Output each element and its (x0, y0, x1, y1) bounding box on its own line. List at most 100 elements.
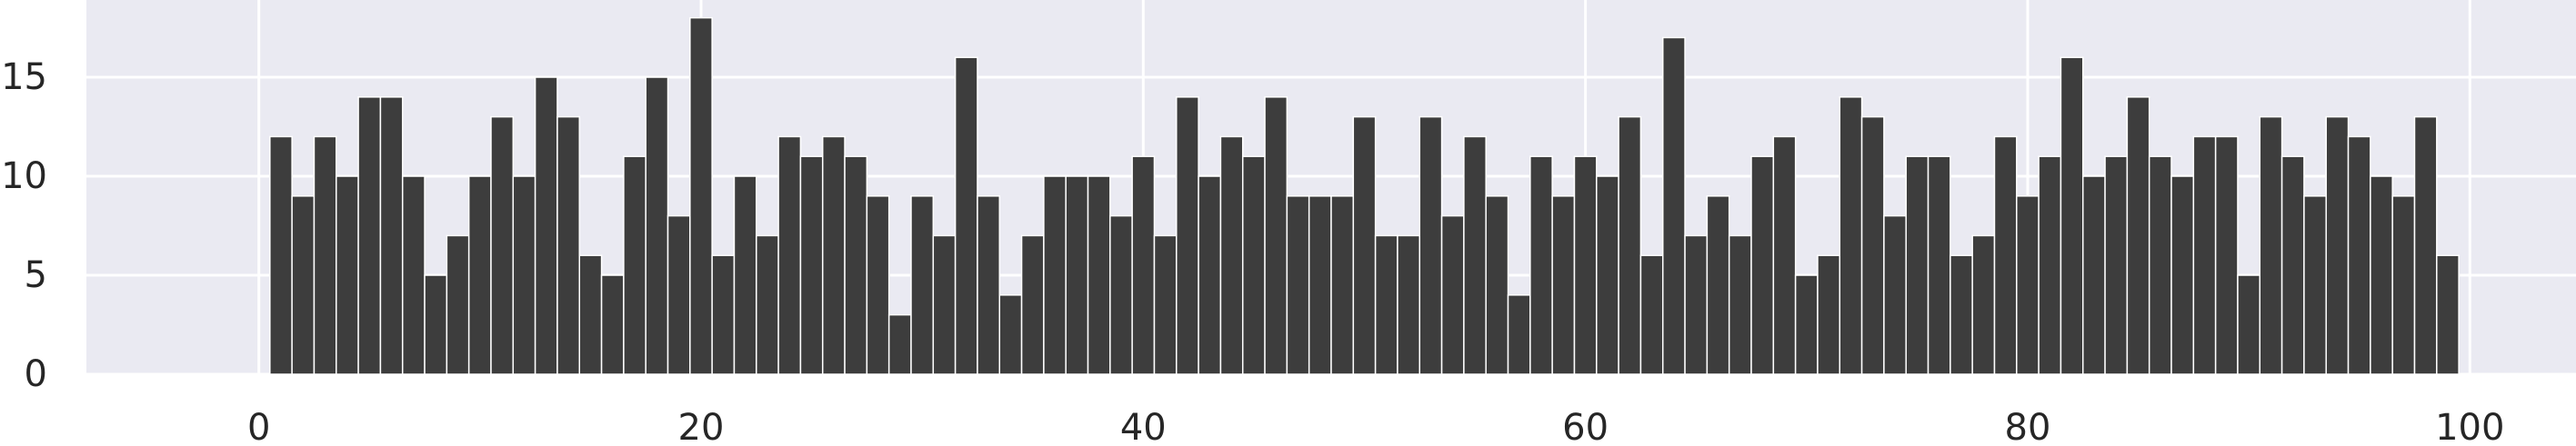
histogram-bar (1950, 254, 1973, 375)
histogram-bar (667, 214, 691, 375)
histogram-bar (1728, 234, 1752, 375)
histogram-bar (556, 115, 581, 375)
histogram-bar (578, 254, 603, 375)
histogram-bar (1020, 234, 1045, 375)
histogram-bar (313, 135, 337, 375)
histogram-bar (1618, 115, 1642, 375)
histogram-bar (1109, 214, 1133, 375)
histogram-bar (1374, 234, 1398, 375)
histogram-bar (799, 155, 824, 375)
histogram-bar (1883, 214, 1907, 375)
histogram-bar (1706, 195, 1730, 375)
x-tick-label: 0 (247, 407, 270, 446)
histogram-bar (645, 76, 669, 375)
histogram-bar (1352, 115, 1377, 375)
histogram-bar (1684, 234, 1709, 375)
histogram-bar (1507, 294, 1531, 375)
histogram-bar (711, 254, 736, 375)
histogram-bar (2413, 115, 2438, 375)
histogram-bar (932, 234, 957, 375)
histogram-bar (291, 195, 316, 375)
histogram-bar (2370, 175, 2393, 375)
histogram-bar (1551, 195, 1576, 375)
histogram-bar (1153, 234, 1178, 375)
histogram-bar (887, 313, 912, 375)
histogram-bar (490, 115, 515, 375)
histogram-bar (1596, 175, 1619, 375)
histogram-bar (910, 195, 935, 375)
histogram-bar (2060, 56, 2084, 375)
histogram-bar (2391, 195, 2416, 375)
histogram-bar (1440, 214, 1465, 375)
histogram-bar (600, 274, 625, 375)
histogram-bar (1860, 115, 1885, 375)
histogram-bar (1286, 195, 1310, 375)
histogram-bar (977, 195, 1001, 375)
histogram-bar (998, 294, 1023, 375)
histogram-bar (866, 195, 890, 375)
histogram-bar (2170, 175, 2195, 375)
y-tick-label: 5 (25, 254, 47, 296)
histogram-bar (2016, 195, 2040, 375)
histogram-bar (777, 135, 802, 375)
histogram-bar (733, 175, 757, 375)
histogram-bar (336, 175, 359, 375)
histogram-bar (1065, 175, 1089, 375)
histogram-bar (623, 155, 647, 375)
histogram-bar (1219, 135, 1244, 375)
histogram-bar (2347, 135, 2371, 375)
histogram-bar (689, 16, 713, 375)
x-tick-label: 100 (2435, 407, 2504, 446)
histogram-bar (534, 76, 558, 375)
x-tick-label: 80 (2005, 407, 2051, 446)
histogram-bar (1905, 155, 1929, 375)
x-tick-label: 20 (678, 407, 725, 446)
histogram-bar (1485, 195, 1509, 375)
y-axis-ticks: 0 5 10 15 (1, 56, 47, 395)
histogram-bar (1176, 96, 1199, 375)
histogram-bar (401, 175, 426, 375)
histogram-bar (1198, 175, 1222, 375)
histogram-bar (1573, 155, 1598, 375)
histogram-bar (1772, 135, 1797, 375)
histogram-bar (2192, 135, 2217, 375)
y-tick-label: 10 (1, 155, 47, 197)
histogram-bar (1661, 36, 1686, 375)
histogram-bar (269, 135, 293, 375)
x-axis-ticks: 0 20 40 60 80 100 (247, 407, 2505, 446)
histogram-bar (1241, 155, 1266, 375)
bars (269, 16, 2460, 375)
histogram-bar (357, 96, 382, 375)
histogram-bar (2259, 115, 2283, 375)
histogram-bar (379, 96, 404, 375)
histogram-bar (1750, 155, 1775, 375)
histogram-bar (2104, 155, 2129, 375)
histogram-bar (1418, 115, 1443, 375)
x-tick-label: 60 (1562, 407, 1609, 446)
histogram-bar (1794, 274, 1819, 375)
histogram-bar (1087, 175, 1111, 375)
histogram-bar (1264, 96, 1288, 375)
histogram-bar (1971, 234, 1996, 375)
histogram-bar (2126, 96, 2150, 375)
histogram-bar (1993, 135, 2018, 375)
histogram-bar (2214, 135, 2239, 375)
histogram-bar (1639, 254, 1664, 375)
histogram-bar (446, 234, 470, 375)
histogram-bar (1839, 96, 1863, 375)
histogram-bar (1927, 155, 1951, 375)
histogram-bar (424, 274, 448, 375)
histogram-bar (2081, 175, 2106, 375)
histogram-bar (2280, 155, 2305, 375)
histogram-bar (1131, 155, 1156, 375)
histogram-bar (821, 135, 846, 375)
y-tick-label: 15 (1, 56, 47, 98)
histogram-bar (2303, 195, 2327, 375)
histogram-bar (2325, 115, 2350, 375)
histogram-bar (1463, 135, 1487, 375)
y-tick-label: 0 (25, 353, 47, 395)
histogram-bar (467, 175, 492, 375)
histogram-bar (756, 234, 779, 375)
histogram-bar (1308, 195, 1332, 375)
